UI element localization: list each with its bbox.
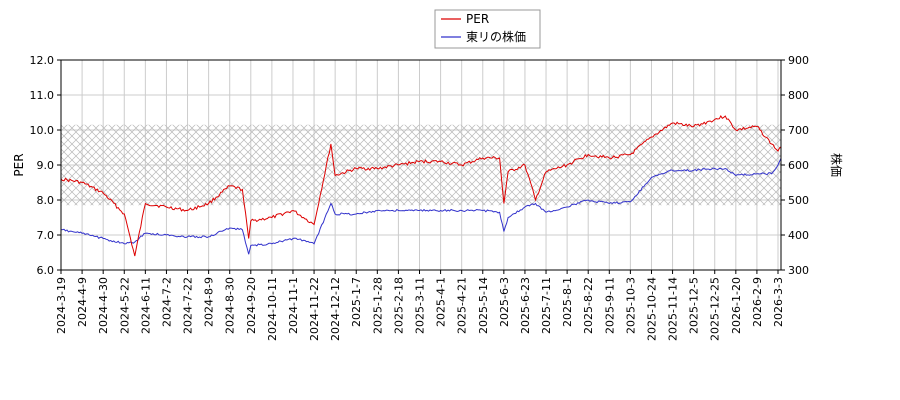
x-tick-label: 2025-12-5 [688,277,701,334]
x-tick-label: 2025-10-3 [624,277,637,334]
right-tick-label: 300 [788,264,809,277]
x-axis-ticks: 2024-3-19 2024-4-9 2024-4-30 2024-5-22 2024-… [55,270,785,341]
right-tick-label: 600 [788,159,809,172]
price-line [61,157,781,255]
left-axis-label: PER [12,153,26,176]
x-tick-label: 2024-6-11 [139,277,152,334]
left-axis-ticks: 6.0 7.0 8.0 9.0 10.0 11.0 12.0 [30,54,61,277]
x-tick-label: 2025-6-23 [519,277,532,334]
x-tick-label: 2025-7-11 [540,277,553,334]
legend-per-label: PER [466,12,489,26]
x-tick-label: 2024-8-9 [203,277,216,327]
x-tick-label: 2025-10-24 [645,277,658,341]
x-tick-label: 2025-1-28 [371,277,384,334]
legend-box [434,9,541,49]
x-tick-label: 2025-8-22 [582,277,595,334]
right-tick-label: 500 [788,194,809,207]
left-tick-label: 9.0 [37,159,55,172]
x-tick-label: 2024-5-22 [118,277,131,334]
hatched-band [61,124,781,206]
x-tick-label: 2026-1-20 [730,277,743,334]
x-tick-label: 2024-8-30 [224,277,237,334]
x-tick-label: 2025-2-18 [392,277,405,334]
x-tick-label: 2025-3-11 [414,277,427,334]
right-tick-label: 900 [788,54,809,67]
x-tick-label: 2024-11-22 [308,277,321,341]
x-tick-label: 2024-7-22 [182,277,195,334]
right-tick-label: 700 [788,124,809,137]
right-axis-ticks: 300 400 500 600 700 800 900 [781,54,809,277]
right-tick-label: 800 [788,89,809,102]
x-tick-label: 2025-11-14 [667,277,680,341]
x-tick-label: 2025-5-14 [477,277,490,334]
right-axis-label: 株価 [829,153,844,177]
left-tick-label: 10.0 [30,124,55,137]
x-tick-label: 2024-11-1 [287,277,300,334]
x-tick-label: 2024-9-20 [245,277,258,334]
x-tick-label: 2024-4-9 [76,277,89,327]
x-tick-label: 2024-7-2 [160,277,173,327]
x-tick-label: 2025-6-3 [498,277,511,327]
x-tick-label: 2025-9-11 [603,277,616,334]
left-tick-label: 8.0 [37,194,55,207]
x-tick-label: 2026-2-9 [751,277,764,327]
left-tick-label: 12.0 [30,54,55,67]
x-tick-label: 2026-3-3 [772,277,785,327]
left-tick-label: 7.0 [37,229,55,242]
x-tick-label: 2024-4-30 [97,277,110,334]
x-tick-label: 2024-10-11 [266,277,279,341]
legend-price-label: 東リの株価 [466,29,526,44]
x-tick-label: 2025-4-1 [435,277,448,327]
x-tick-label: 2025-8-1 [561,277,574,327]
left-tick-label: 6.0 [37,264,55,277]
x-tick-label: 2025-1-7 [350,277,363,327]
x-tick-label: 2024-12-12 [329,277,342,341]
legend: PER 東リの株価 [434,9,541,49]
x-tick-label: 2025-12-25 [709,277,722,341]
x-tick-label: 2025-4-21 [456,277,469,334]
right-tick-label: 400 [788,229,809,242]
left-tick-label: 11.0 [30,89,55,102]
per-line [61,115,781,257]
x-tick-label: 2024-3-19 [55,277,68,334]
